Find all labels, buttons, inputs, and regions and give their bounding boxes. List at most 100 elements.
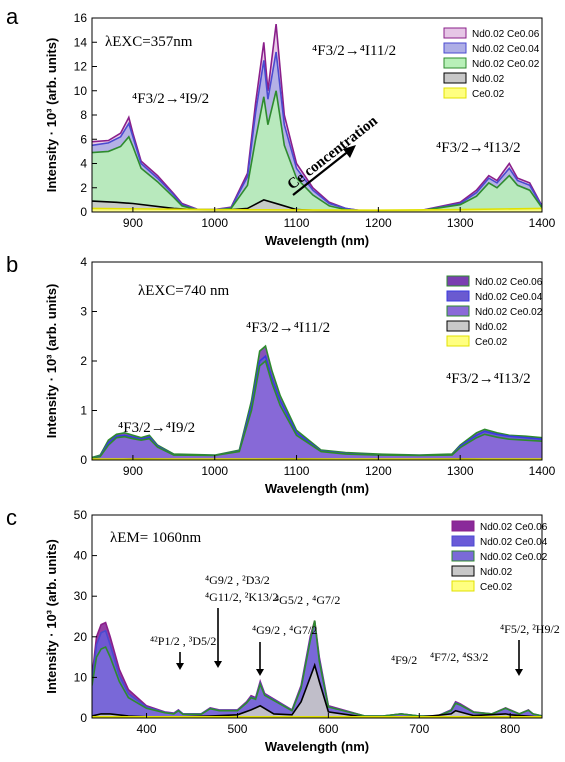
y-axis-label: Intensity · 10³ (arb. units) (44, 38, 59, 193)
series-line-0 (92, 24, 542, 212)
legend: Nd0.02 Ce0.06 Nd0.02 Ce0.04 Nd0.02 Ce0.02 N… (443, 27, 540, 100)
y-tick-label: 0 (80, 205, 87, 219)
series-area-2 (92, 361, 542, 460)
y-tick-label: 4 (80, 255, 87, 269)
legend-label: Nd0.02 (472, 74, 505, 85)
x-tick-label: 600 (318, 722, 338, 736)
legend-swatch (443, 27, 467, 39)
series-line-1 (92, 354, 542, 459)
y-tick-label: 2 (80, 181, 87, 195)
x-tick-label: 900 (123, 464, 143, 478)
legend-label: Ce0.02 (472, 89, 505, 100)
y-tick-label: 50 (74, 508, 88, 522)
x-tick-label: 1100 (284, 464, 310, 478)
legend-label: Nd0.02 Ce0.02 (475, 307, 543, 318)
transition-label: ⁴F3/2→⁴I11/2 (246, 320, 330, 336)
panel-a: 900 1000 1100 1200 1300 1400 0 2 4 6 8 10 12 14 16 Wave… (6, 4, 556, 248)
x-tick-label: 800 (500, 722, 520, 736)
transition-label: ⁴F3/2→⁴I13/2 (446, 371, 531, 387)
y-tick-label: 10 (74, 670, 88, 684)
concentration-label: Ce concentration (285, 113, 382, 193)
series-area-3 (92, 665, 542, 718)
y-axis-label: Intensity · 10³ (arb. units) (44, 539, 59, 694)
x-tick-label: 500 (227, 722, 247, 736)
panel-b: 900 1000 1100 1200 1300 1400 0 1 2 3 4 Wavelength (… (6, 252, 556, 496)
legend-swatch (446, 335, 470, 347)
y-tick-label: 8 (80, 108, 87, 122)
transition-label: ⁴F9/2 (391, 653, 417, 667)
x-axis-label: Wavelength (nm) (265, 739, 369, 754)
legend-label: Nd0.02 (475, 322, 508, 333)
legend: Nd0.02 Ce0.06 Nd0.02 Ce0.04 Nd0.02 Ce0.02 N… (451, 520, 548, 593)
x-tick-label: 900 (123, 216, 143, 230)
arrow-head-icon (343, 145, 356, 158)
transition-label: ⁴F5/2, ²H9/2 (500, 622, 560, 636)
legend-swatch (443, 72, 467, 84)
series-line-2 (92, 359, 542, 459)
y-tick-label: 12 (74, 60, 88, 74)
legend-label: Nd0.02 Ce0.02 (472, 59, 540, 70)
transition-label: ⁴²P1/2 , ³D5/2 (150, 634, 216, 648)
panel-letter: a (6, 4, 19, 29)
y-tick-label: 6 (80, 132, 87, 146)
legend-label: Ce0.02 (475, 337, 508, 348)
arrow-head-icon (176, 663, 184, 670)
legend: Nd0.02 Ce0.06 Nd0.02 Ce0.04 Nd0.02 Ce0.02 N… (446, 275, 543, 348)
legend-swatch (443, 42, 467, 54)
plot-frame (91, 514, 543, 719)
y-tick-label: 16 (74, 11, 88, 25)
series-line-1 (92, 51, 542, 212)
excitation-label: λEXC=357nm (105, 34, 193, 50)
panel-letter: b (6, 252, 18, 277)
y-tick-label: 30 (74, 589, 88, 603)
transition-label: ⁴G9/2 , ²D3/2 (205, 573, 270, 587)
y-tick-label: 10 (74, 84, 88, 98)
x-tick-label: 1200 (365, 216, 392, 230)
y-tick-label: 3 (80, 305, 87, 319)
legend-label: Nd0.02 Ce0.06 (480, 522, 548, 533)
arrow-head-icon (256, 669, 264, 676)
legend-swatch (446, 320, 470, 332)
y-tick-label: 1 (80, 404, 87, 418)
x-axis-label: Wavelength (nm) (265, 481, 369, 496)
x-tick-label: 1000 (201, 216, 228, 230)
legend-label: Ce0.02 (480, 582, 513, 593)
legend-swatch (446, 305, 470, 317)
series-group (92, 24, 542, 212)
transition-label: ⁴F3/2→⁴I11/2 (312, 43, 396, 59)
transition-label: ⁴G5/2 , ⁴G7/2 (275, 593, 340, 607)
arrow-head-icon (515, 669, 523, 676)
x-tick-label: 1200 (365, 464, 392, 478)
concentration-arrow (292, 149, 351, 196)
y-tick-label: 0 (80, 711, 87, 725)
x-tick-label: 1000 (201, 464, 228, 478)
legend-swatch (451, 520, 475, 532)
legend-swatch (451, 565, 475, 577)
panel-letter: c (6, 505, 17, 530)
arrow-head-icon (214, 661, 222, 668)
legend-swatch (446, 275, 470, 287)
excitation-label: λEXC=740 nm (138, 283, 229, 299)
x-tick-label: 400 (137, 722, 157, 736)
legend-swatch (451, 535, 475, 547)
legend-label: Nd0.02 Ce0.04 (475, 292, 543, 303)
y-axis-label: Intensity · 10³ (arb. units) (44, 284, 59, 439)
y-tick-label: 4 (80, 157, 87, 171)
x-tick-label: 1100 (284, 216, 310, 230)
legend-swatch (443, 87, 467, 99)
excitation-label: λEM= 1060nm (110, 530, 201, 546)
transition-label: ⁴G11/2, ²K13/2 (205, 590, 278, 604)
legend-swatch (451, 580, 475, 592)
legend-label: Nd0.02 Ce0.06 (472, 29, 540, 40)
y-tick-label: 40 (74, 549, 88, 563)
legend-label: Nd0.02 (480, 567, 513, 578)
transition-label: ⁴F3/2→⁴I9/2 (118, 420, 195, 436)
legend-label: Nd0.02 Ce0.02 (480, 552, 548, 563)
x-tick-label: 700 (409, 722, 429, 736)
transition-label: ⁴F3/2→⁴I13/2 (436, 140, 521, 156)
series-area-2 (92, 90, 542, 212)
x-axis-label: Wavelength (nm) (265, 233, 369, 248)
legend-label: Nd0.02 Ce0.04 (472, 44, 540, 55)
legend-swatch (443, 57, 467, 69)
